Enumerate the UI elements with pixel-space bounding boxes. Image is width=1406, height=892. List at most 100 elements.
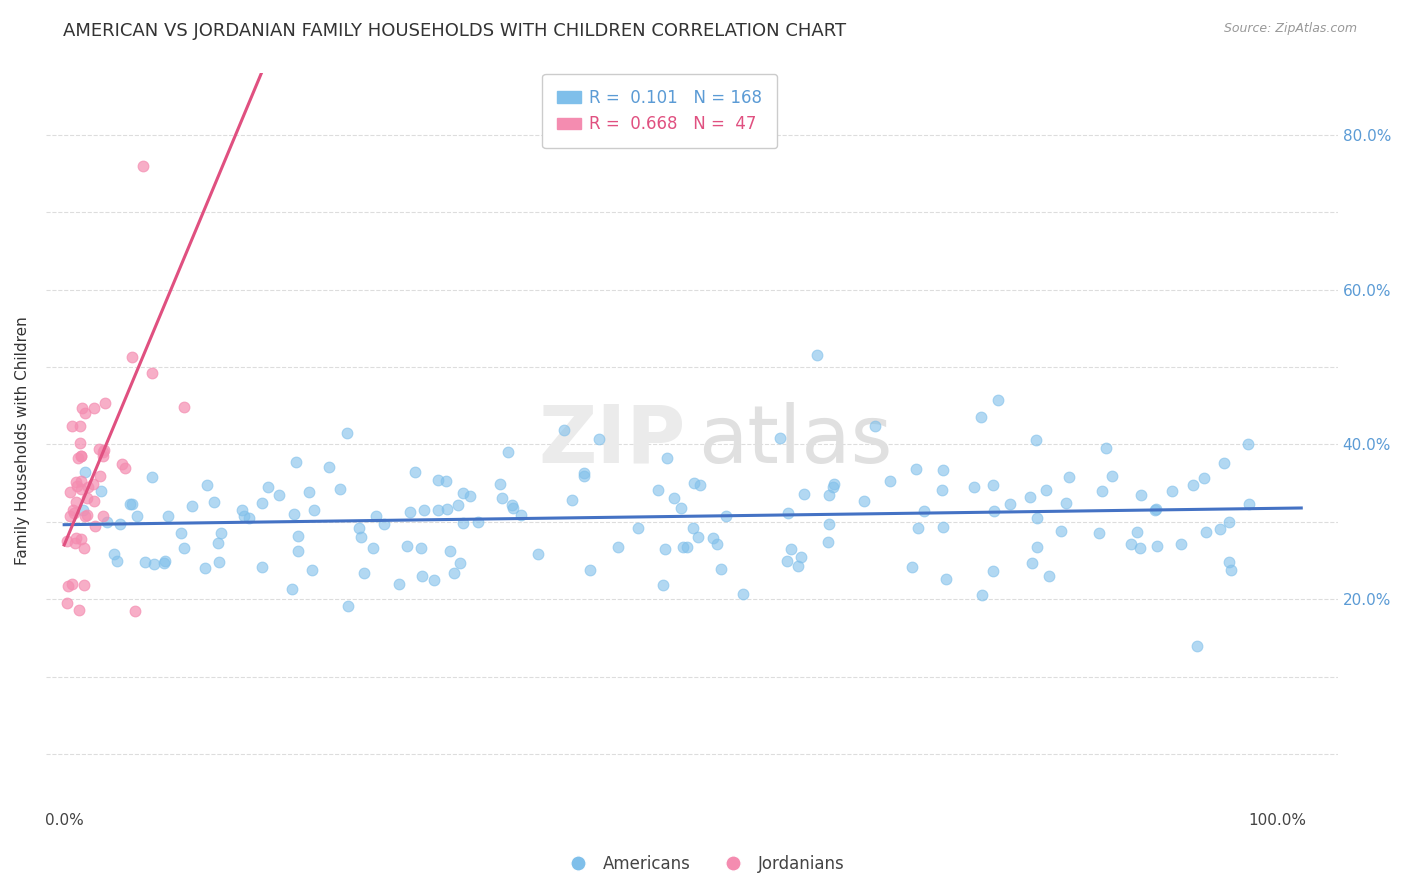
Point — [1170, 537, 1192, 551]
Point — [173, 401, 195, 415]
Point — [69, 419, 91, 434]
Point — [302, 502, 325, 516]
Point — [931, 483, 953, 497]
Point — [132, 159, 155, 173]
Point — [170, 525, 193, 540]
Point — [817, 534, 839, 549]
Point — [578, 563, 600, 577]
Point — [388, 577, 411, 591]
Point — [1192, 471, 1215, 485]
Point — [1021, 556, 1043, 570]
Legend: R =  0.101   N = 168, R =  0.668   N =  47: R = 0.101 N = 168, R = 0.668 N = 47 — [543, 74, 778, 148]
Point — [626, 521, 648, 535]
Point — [82, 477, 104, 491]
Point — [127, 508, 149, 523]
Point — [65, 531, 87, 545]
Point — [588, 433, 610, 447]
Point — [134, 555, 156, 569]
Point — [283, 508, 305, 522]
Point — [458, 489, 481, 503]
Point — [527, 548, 550, 562]
Point — [706, 537, 728, 551]
Point — [912, 504, 935, 518]
Point — [1050, 524, 1073, 539]
Point — [62, 503, 84, 517]
Point — [451, 486, 474, 500]
Point — [361, 541, 384, 556]
Point — [59, 485, 82, 500]
Point — [411, 568, 433, 582]
Point — [83, 401, 105, 415]
Point — [1094, 441, 1116, 455]
Legend: Americans, Jordanians: Americans, Jordanians — [555, 848, 851, 880]
Point — [350, 530, 373, 544]
Point — [409, 541, 432, 556]
Point — [337, 599, 360, 613]
Point — [141, 366, 163, 380]
Point — [110, 457, 132, 471]
Point — [932, 520, 955, 534]
Point — [250, 559, 273, 574]
Point — [404, 465, 426, 479]
Point — [1218, 515, 1240, 529]
Point — [963, 480, 986, 494]
Point — [121, 351, 143, 365]
Point — [257, 480, 280, 494]
Point — [502, 500, 524, 515]
Point — [491, 491, 513, 505]
Text: AMERICAN VS JORDANIAN FAMILY HOUSEHOLDS WITH CHILDREN CORRELATION CHART: AMERICAN VS JORDANIAN FAMILY HOUSEHOLDS … — [63, 22, 846, 40]
Point — [1025, 433, 1047, 447]
Point — [1018, 490, 1040, 504]
Point — [287, 544, 309, 558]
Point — [238, 511, 260, 525]
Point — [714, 509, 737, 524]
Point — [489, 477, 512, 491]
Point — [70, 483, 93, 497]
Point — [823, 477, 845, 491]
Point — [118, 497, 141, 511]
Point — [373, 517, 395, 532]
Point — [657, 450, 679, 465]
Point — [1035, 483, 1057, 497]
Point — [443, 566, 465, 580]
Point — [364, 508, 387, 523]
Point — [654, 542, 676, 557]
Point — [108, 516, 131, 531]
Point — [59, 508, 82, 523]
Point — [983, 504, 1005, 518]
Point — [90, 483, 112, 498]
Point — [70, 401, 93, 415]
Point — [932, 463, 955, 477]
Point — [153, 553, 176, 567]
Point — [77, 480, 100, 494]
Point — [776, 506, 799, 520]
Point — [93, 443, 115, 458]
Point — [553, 423, 575, 437]
Point — [73, 465, 96, 479]
Point — [702, 531, 724, 545]
Point — [1209, 522, 1232, 536]
Point — [69, 450, 91, 464]
Y-axis label: Family Households with Children: Family Households with Children — [15, 316, 30, 565]
Point — [195, 478, 218, 492]
Point — [208, 555, 231, 569]
Point — [686, 530, 709, 544]
Point — [572, 468, 595, 483]
Point — [710, 562, 733, 576]
Point — [124, 604, 146, 618]
Point — [1195, 524, 1218, 539]
Point — [1239, 497, 1261, 511]
Point — [156, 508, 179, 523]
Point — [96, 515, 118, 529]
Point — [434, 474, 457, 488]
Point — [769, 432, 792, 446]
Point — [83, 494, 105, 508]
Point — [1026, 541, 1049, 555]
Point — [103, 547, 125, 561]
Point — [83, 519, 105, 533]
Point — [436, 501, 458, 516]
Point — [267, 488, 290, 502]
Point — [451, 516, 474, 530]
Point — [89, 442, 111, 456]
Point — [818, 487, 841, 501]
